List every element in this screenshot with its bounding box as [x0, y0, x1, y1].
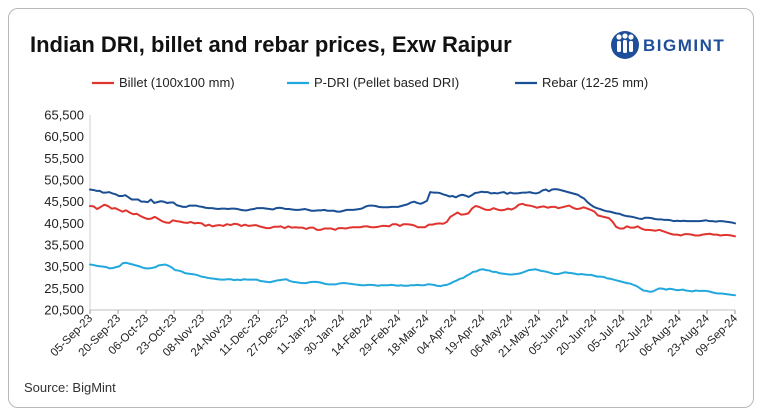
series-group	[89, 188, 736, 297]
series-line-1	[89, 202, 736, 238]
bigmint-logo: BIGMINT	[611, 31, 725, 59]
y-tick-label: 35,500	[44, 238, 84, 253]
logo-text: BIGMINT	[643, 36, 725, 55]
legend-label: Billet (100x100 mm)	[119, 75, 235, 90]
chart-title: Indian DRI, billet and rebar prices, Exw…	[30, 32, 512, 57]
y-tick-label: 50,500	[44, 173, 84, 188]
legend-label: P-DRI (Pellet based DRI)	[314, 75, 459, 90]
y-tick-label: 30,500	[44, 259, 84, 274]
y-tick-label: 60,500	[44, 129, 84, 144]
logo-icon	[611, 31, 639, 59]
x-axis: 05-Sep-2320-Sep-2306-Oct-2323-Oct-2308-N…	[49, 309, 741, 360]
legend: Billet (100x100 mm) P-DRI (Pellet based D…	[92, 75, 648, 90]
y-tick-label: 25,500	[44, 281, 84, 296]
y-tick-label: 55,500	[44, 151, 84, 166]
series-line-3	[89, 188, 736, 225]
source-note: Source: BigMint	[24, 380, 116, 395]
legend-label: Rebar (12-25 mm)	[542, 75, 648, 90]
series-line-2	[89, 261, 736, 297]
y-tick-label: 65,500	[44, 108, 84, 123]
y-tick-label: 45,500	[44, 194, 84, 209]
y-axis: 65,500 60,500 55,500 50,500 45,500 40,500 35,5…	[44, 108, 91, 318]
y-tick-label: 40,500	[44, 216, 84, 231]
y-tick-label: 20,500	[44, 303, 84, 318]
